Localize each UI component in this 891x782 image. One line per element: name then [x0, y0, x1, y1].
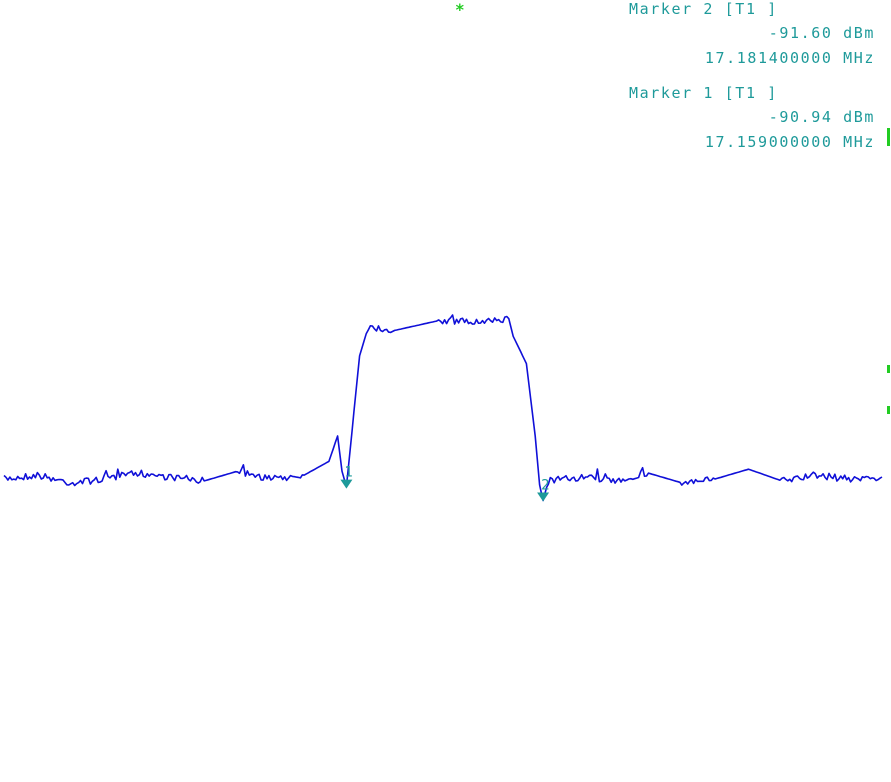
- marker-1-triangle: [340, 479, 353, 489]
- status-star: *: [455, 0, 465, 19]
- edge-indicator-tick: [887, 406, 890, 414]
- marker-1-frequency: 17.159000000 MHz: [704, 133, 875, 151]
- marker-2-title: Marker 2 [T1 ]: [629, 0, 778, 18]
- marker-2-label: 2: [541, 477, 549, 493]
- marker-2-triangle: [537, 492, 550, 502]
- marker-2-frequency: 17.181400000 MHz: [704, 49, 875, 67]
- marker-2-level: -91.60 dBm: [768, 24, 875, 42]
- edge-indicator-tick: [887, 365, 890, 373]
- edge-indicator-bar: [887, 128, 890, 146]
- trace-line: [3, 314, 883, 502]
- marker-1-label: 1: [344, 465, 352, 481]
- marker-1-level: -90.94 dBm: [768, 108, 875, 126]
- marker-1-title: Marker 1 [T1 ]: [629, 84, 778, 102]
